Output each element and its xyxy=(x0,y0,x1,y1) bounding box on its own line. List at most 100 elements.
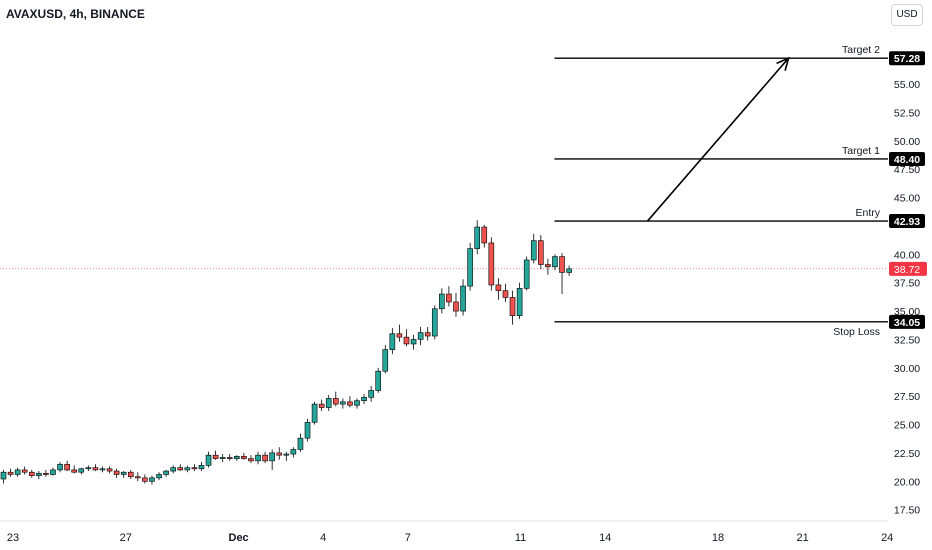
candle-body xyxy=(170,467,176,472)
candle-body xyxy=(149,477,155,482)
candle xyxy=(212,450,219,460)
level-price-label: 34.05 xyxy=(894,317,920,329)
candle-body xyxy=(92,467,99,471)
price-axis: 17.50 20.00 22.50 25.00 27.50 30.00 32.50 35.00… xyxy=(894,79,920,517)
candle xyxy=(481,224,488,248)
level-label: Target 1 xyxy=(842,145,880,157)
candle xyxy=(50,467,56,476)
level-price-label: 42.93 xyxy=(894,216,920,228)
candle-body xyxy=(545,264,551,268)
candle-body xyxy=(120,471,127,475)
candle-body xyxy=(516,288,523,316)
candle xyxy=(559,253,565,295)
candle xyxy=(120,471,127,478)
x-tick-label: 14 xyxy=(599,532,611,544)
candle-body xyxy=(375,370,382,391)
candle xyxy=(170,465,176,474)
symbol-title: AVAXUSD, 4h, BINANCE xyxy=(6,7,145,21)
y-tick-label: 30.00 xyxy=(894,363,920,375)
x-tick-label: 23 xyxy=(7,532,19,544)
candle-body xyxy=(559,256,565,273)
candle xyxy=(361,393,367,405)
candle-body xyxy=(276,452,283,456)
candle xyxy=(424,326,431,341)
candle-body xyxy=(255,454,261,462)
candle-body xyxy=(424,332,431,337)
candle-body xyxy=(248,458,254,462)
candle-body xyxy=(318,403,325,408)
candle-body xyxy=(347,401,353,406)
candle xyxy=(446,286,452,307)
candle-body xyxy=(269,452,275,462)
last-price-badge-bg xyxy=(889,261,927,276)
candle xyxy=(538,235,544,270)
level-price-label: 48.40 xyxy=(894,154,920,166)
candle xyxy=(325,395,332,411)
candle xyxy=(64,460,70,472)
candle xyxy=(57,461,63,473)
y-tick-label: 35.00 xyxy=(894,306,920,318)
candle xyxy=(255,451,261,465)
candle-body xyxy=(304,421,311,439)
candle xyxy=(219,454,226,462)
candle-body xyxy=(382,349,389,372)
candle-body xyxy=(481,226,488,244)
candle-body xyxy=(57,463,63,471)
candle-body xyxy=(495,284,502,291)
candle xyxy=(509,290,516,325)
candle xyxy=(191,464,198,472)
y-tick-label: 55.00 xyxy=(894,79,920,91)
candle xyxy=(474,220,480,255)
y-tick-label: 22.50 xyxy=(894,448,920,460)
candle xyxy=(14,467,21,477)
level-price-label: 57.28 xyxy=(894,53,920,65)
x-tick-label: 18 xyxy=(712,532,724,544)
candle xyxy=(290,447,297,458)
candle-body xyxy=(28,471,35,476)
candle-body xyxy=(389,333,396,350)
candle-body xyxy=(142,477,148,482)
candle xyxy=(403,329,410,347)
level-label: Target 2 xyxy=(842,44,880,56)
candle xyxy=(417,326,424,346)
candle-body xyxy=(135,476,141,479)
candle-body xyxy=(198,465,205,470)
candle xyxy=(566,265,572,276)
candle-body xyxy=(0,471,7,480)
x-tick-label: 4 xyxy=(320,532,326,544)
candle-body xyxy=(262,454,268,462)
candle xyxy=(226,454,233,461)
level-price-badge xyxy=(889,214,925,229)
candle xyxy=(382,345,389,374)
candle xyxy=(241,452,247,460)
candle-body xyxy=(177,467,184,471)
x-tick-label: 7 xyxy=(405,532,411,544)
candle xyxy=(0,469,7,484)
arrow-head-icon xyxy=(776,56,790,71)
candle-body xyxy=(241,456,247,459)
candle-body xyxy=(36,473,42,476)
x-tick-label: 24 xyxy=(881,532,893,544)
currency-button[interactable]: USD xyxy=(891,4,923,26)
candle-body xyxy=(234,456,240,459)
y-tick-label: 27.50 xyxy=(894,391,920,403)
y-tick-label: 17.50 xyxy=(894,505,920,517)
x-tick-label: 27 xyxy=(120,532,132,544)
time-axis: 23 27 Dec 4 7 11 14 18 21 24 xyxy=(7,532,893,544)
candle-body xyxy=(43,473,49,475)
candle-body xyxy=(21,469,28,473)
candle-body xyxy=(85,467,92,470)
candle-body xyxy=(311,403,318,423)
x-tick-label: 21 xyxy=(796,532,808,544)
candle xyxy=(375,367,382,393)
candle-body xyxy=(71,469,77,473)
candle xyxy=(410,334,417,350)
candle xyxy=(163,469,169,477)
candle-body xyxy=(467,248,473,287)
candle xyxy=(177,464,184,472)
candle xyxy=(502,283,509,302)
candle xyxy=(36,471,42,480)
candle xyxy=(21,466,28,475)
candle-body xyxy=(332,398,339,405)
